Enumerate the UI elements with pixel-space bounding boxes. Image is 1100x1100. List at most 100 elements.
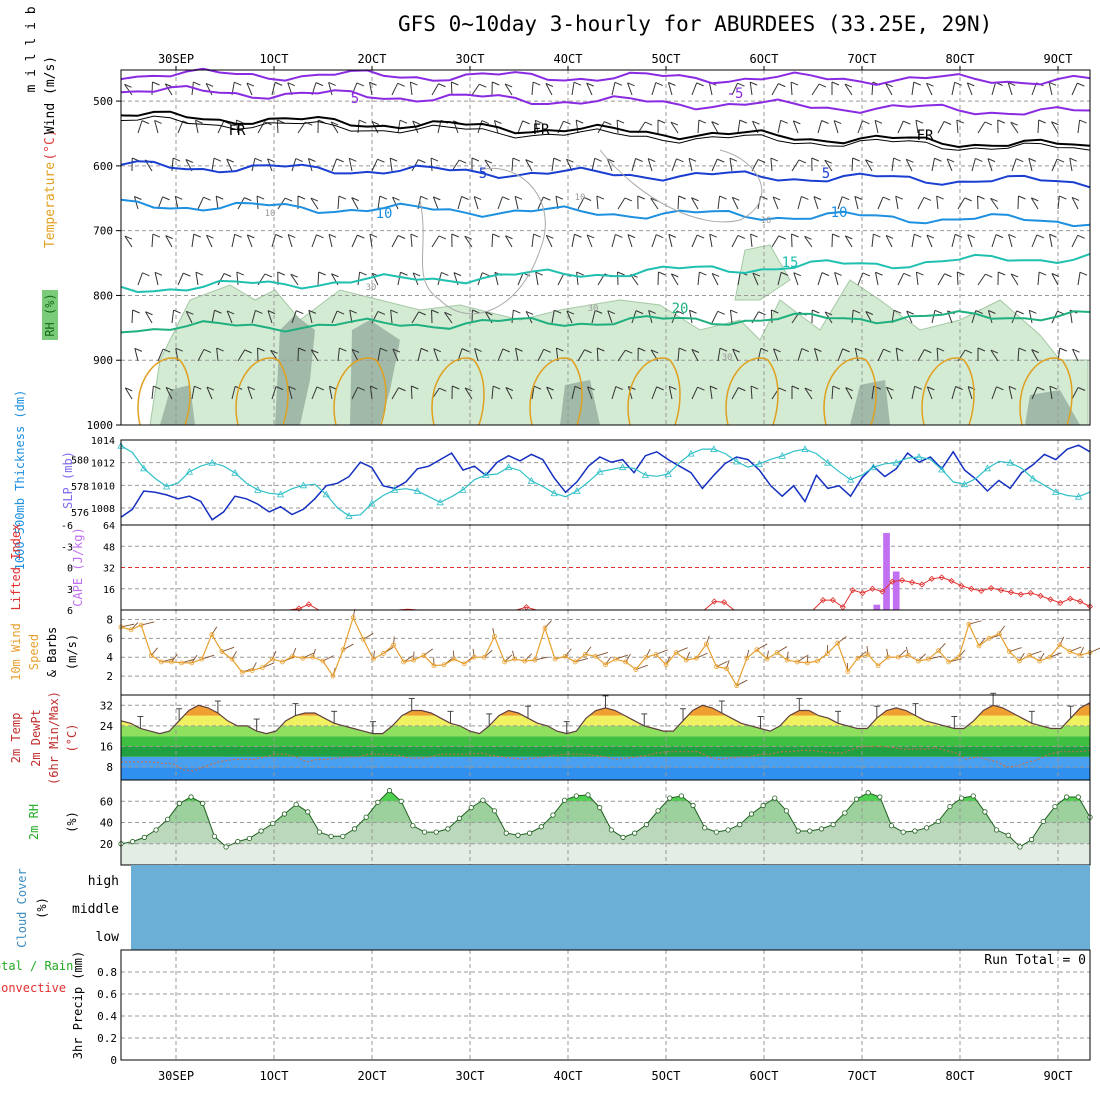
wind-barb-flag [254,157,263,162]
wind-barb [216,348,219,362]
pressure-tick-label: 800 [93,289,113,302]
wind-barb-flag [671,273,679,278]
wind-barb-flag [811,157,819,162]
temp-axis-label-4: (°C) [65,724,79,753]
wind-barb [831,385,834,400]
wind-barb [251,310,256,324]
wind-barb-flag [845,235,853,240]
wind-barb [197,197,204,210]
wind-barb-10m [786,651,789,661]
wind-speed-marker [310,654,316,660]
rh-marker [527,830,533,836]
wind-barb-flag [780,271,789,276]
wind-barb [291,310,297,324]
wind-barb [833,120,839,134]
wind-speed-marker [401,659,407,665]
slp-marker [755,459,764,467]
wind-barb [670,121,679,134]
wind-barb [749,82,753,96]
wind-barb [729,310,733,324]
wind-barb [591,310,596,324]
wind-barb-flag [351,197,359,202]
wind-barb [571,82,575,96]
cloud-cover-fill [131,865,1090,950]
wind-barb-flag [854,195,863,200]
wind-barb [124,84,133,96]
rh-marker [912,828,918,834]
wind-speed-marker [704,641,709,647]
wind-barb-flag [719,195,727,200]
wind-barb [587,386,593,400]
wind-speed-marker [542,625,548,631]
wind-barb [797,196,802,210]
contour-label: 30 [366,283,377,293]
wind-barb [1048,82,1053,96]
wind-barb-flag [356,82,365,87]
slp-marker [459,486,467,493]
wind-barb-flag [479,83,487,88]
wind-barb-flag [1031,197,1039,202]
wind-barb-flag [471,157,480,162]
rh-marker [970,793,976,799]
top-date-label: 4OCT [554,52,583,66]
wind-speed-marker [320,658,326,664]
lifted-index-marker [889,578,896,585]
wind-barb [517,272,524,286]
bottom-date-label: 8OCT [946,1069,975,1083]
wind-barb [757,348,762,362]
wind-barb [1071,82,1078,96]
wind-barb [793,272,799,286]
wind-barb-flag [420,347,429,352]
wind-barb-flag [594,309,603,314]
wind-barb [1008,386,1013,400]
wind-barb [611,234,616,248]
wind-barb-flag [420,195,428,200]
cloud-level-label: middle [72,902,119,917]
slp-marker [664,470,672,477]
lifted-index-marker [1007,589,1014,596]
slp-marker [869,463,878,471]
wind-barb [668,386,673,400]
wind-barb [737,272,741,286]
wind-speed-marker [391,642,396,648]
wind-barb [926,83,933,96]
wind-barb [247,386,253,400]
rh-floor-band [121,843,1090,865]
wind-barb-flag [875,271,883,276]
wind-barb-flag [678,347,687,352]
wind-barb-flag [824,159,832,164]
contour-label: 10 [376,206,393,222]
wind-barb [936,347,939,362]
wind-barb-flag [494,120,502,124]
wind-barb-flag [452,385,460,390]
wind-barb-flag [185,159,194,163]
wind-barb [596,347,599,362]
rh-marker [655,808,661,814]
rh-marker [842,810,848,816]
wind-barb [824,159,833,172]
wind-barb-flag [165,235,173,240]
wind-speed-marker [471,654,477,660]
wind-barb-flag [485,311,493,316]
lifted-index-marker [1077,598,1084,605]
wind-barb [937,121,945,134]
wind-barb-flag [691,349,700,353]
wind-barb-flag [604,121,612,126]
wind-barb-flag [234,81,242,86]
wind-barb [697,119,700,134]
top-date-label: 6OCT [750,52,779,66]
wind-barb [154,272,159,286]
lifted-index-marker [1017,591,1024,598]
wind-barb-flag [988,310,996,314]
wind-barb-flag [668,82,676,86]
wind-barb [991,82,997,96]
wind-barb-flag [444,311,452,316]
lifted-index-marker [978,587,985,594]
wind-speed-marker [411,657,417,663]
wind-barb-flag [330,121,339,126]
panel-frame [120,949,1091,1061]
wind-barb-flag [358,119,367,124]
wind-barb [885,83,893,96]
wind-barb [586,82,593,96]
wind-barb [691,197,699,210]
